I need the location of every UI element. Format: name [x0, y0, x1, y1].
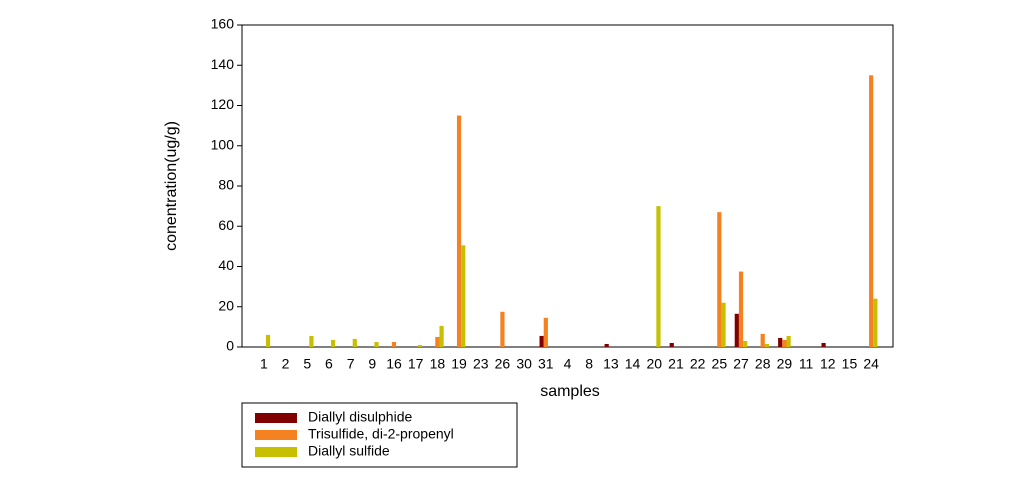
- bar: [782, 339, 787, 347]
- x-tick-label: 25: [712, 356, 728, 372]
- bar: [743, 340, 748, 347]
- y-tick-label: 160: [211, 16, 235, 32]
- x-tick-label: 8: [585, 356, 593, 372]
- x-tick-label: 23: [473, 356, 489, 372]
- bar: [391, 341, 397, 347]
- y-tick-label: 120: [211, 96, 235, 112]
- bar: [331, 339, 336, 347]
- y-tick-label: 140: [211, 56, 235, 72]
- x-tick-label: 1: [260, 356, 268, 372]
- bar: [265, 334, 271, 347]
- y-tick-label: 60: [218, 217, 234, 233]
- bar: [500, 311, 505, 347]
- bar: [374, 341, 379, 347]
- bar: [352, 338, 357, 347]
- y-tick-label: 40: [218, 257, 234, 273]
- legend-label: Diallyl disulphide: [308, 409, 412, 425]
- bar: [656, 206, 661, 347]
- x-tick-label: 26: [495, 356, 511, 372]
- x-tick-label: 15: [842, 356, 858, 372]
- bar: [786, 335, 791, 347]
- x-tick-label: 19: [451, 356, 467, 372]
- bar: [539, 335, 544, 347]
- bar: [760, 333, 765, 347]
- x-tick-label: 17: [408, 356, 424, 372]
- x-tick-label: 22: [690, 356, 706, 372]
- bar: [721, 302, 726, 347]
- x-tick-label: 9: [368, 356, 376, 372]
- y-axis-label: conentration(ug/g): [163, 121, 180, 251]
- bar: [604, 343, 609, 347]
- bar: [764, 343, 770, 347]
- legend-swatch: [255, 447, 297, 457]
- y-tick-label: 80: [218, 177, 234, 193]
- bar: [869, 75, 874, 347]
- bar: [456, 115, 462, 347]
- x-tick-label: 11: [799, 356, 814, 372]
- x-axis-label: samples: [540, 383, 600, 400]
- legend-swatch: [255, 413, 297, 423]
- bar: [778, 337, 783, 347]
- x-tick-label: 28: [755, 356, 771, 372]
- x-tick-label: 14: [625, 356, 641, 372]
- x-tick-label: 7: [347, 356, 355, 372]
- bar: [873, 298, 878, 347]
- x-tick-label: 21: [668, 356, 684, 372]
- x-tick-label: 27: [733, 356, 749, 372]
- x-tick-label: 13: [603, 356, 619, 372]
- x-tick-label: 29: [777, 356, 793, 372]
- bar: [821, 342, 826, 347]
- bar: [435, 336, 440, 347]
- x-tick-label: 30: [516, 356, 532, 372]
- bar: [734, 313, 739, 347]
- plot-frame: [241, 24, 894, 348]
- x-tick-label: 20: [646, 356, 662, 372]
- bar: [309, 335, 314, 347]
- y-tick-label: 0: [226, 338, 234, 354]
- y-tick-label: 20: [218, 297, 234, 313]
- x-tick-label: 4: [564, 356, 572, 372]
- bar: [461, 245, 466, 347]
- legend-label: Trisulfide, di-2-propenyl: [308, 426, 454, 442]
- y-tick-label: 100: [211, 136, 235, 152]
- x-tick-label: 5: [303, 356, 311, 372]
- x-tick-label: 6: [325, 356, 333, 372]
- bar: [417, 344, 422, 347]
- x-tick-label: 2: [282, 356, 290, 372]
- x-tick-label: 12: [820, 356, 836, 372]
- x-tick-label: 16: [386, 356, 402, 372]
- legend-swatch: [255, 430, 297, 440]
- x-tick-label: 18: [430, 356, 446, 372]
- bar: [738, 271, 744, 347]
- bar: [543, 317, 548, 347]
- bar: [669, 342, 674, 347]
- x-tick-label: 24: [863, 356, 879, 372]
- legend-label: Diallyl sulfide: [308, 443, 390, 459]
- x-tick-label: 31: [538, 356, 554, 372]
- bar: [717, 212, 722, 347]
- bar: [439, 325, 444, 347]
